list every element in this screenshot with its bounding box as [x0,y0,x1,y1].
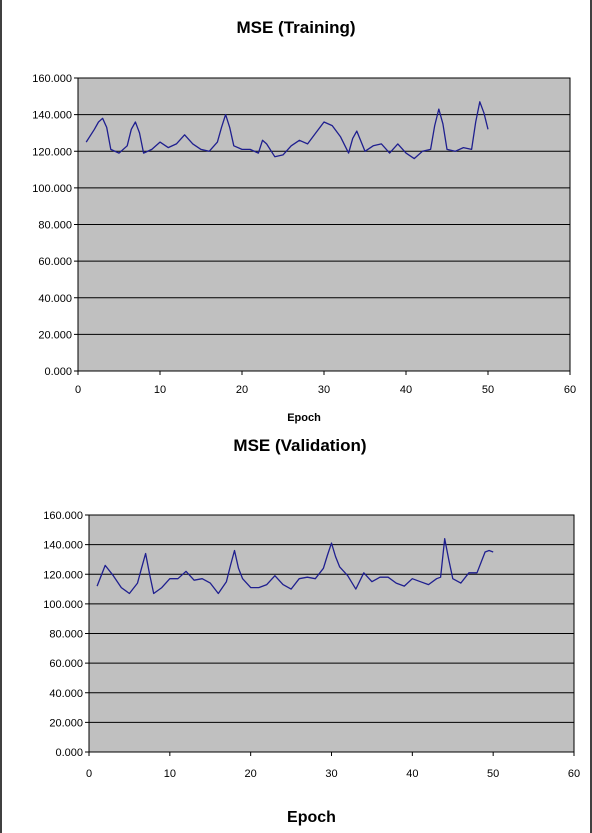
y-tick-label: 100.000 [32,183,72,195]
y-tick-label: 60.000 [38,256,72,268]
y-tick-label: 20.000 [38,329,72,341]
y-tick-label: 160.000 [43,510,83,522]
y-tick-label: 80.000 [38,220,72,232]
y-tick-label: 40.000 [49,688,83,700]
x-tick-label: 60 [568,768,580,780]
y-tick-label: 120.000 [32,146,72,158]
y-tick-label: 120.000 [43,569,83,581]
x-tick-label: 10 [164,768,176,780]
x-axis-label: Epoch [287,412,321,424]
y-tick-label: 100.000 [43,599,83,611]
series-line [85,101,489,160]
chart-training: 0.000 20.000 40.000 60.000 80.000 100.000 120.… [32,18,576,424]
x-tick-label: 40 [400,384,412,396]
y-tick-label: 0.000 [44,366,72,378]
x-tick-label: 20 [245,768,257,780]
chart-title: MSE (Validation) [233,436,366,455]
x-tick-label: 50 [487,768,499,780]
x-tick-label: 30 [325,768,337,780]
y-tick-label: 80.000 [49,629,83,641]
x-tick-label: 30 [318,384,330,396]
x-tick-label: 0 [86,768,92,780]
y-tick-label: 160.000 [32,73,72,85]
x-tick-label: 10 [154,384,166,396]
chart-title: MSE (Training) [237,18,356,37]
x-tick-label: 40 [406,768,418,780]
y-tick-label: 60.000 [49,658,83,670]
series-line [96,538,494,595]
x-tick-label: 20 [236,384,248,396]
chart-validation: 0.000 20.000 40.000 60.000 80.000 100.000 120.… [43,436,580,826]
y-tick-label: 20.000 [49,717,83,729]
x-tick-label: 50 [482,384,494,396]
x-tick-label: 60 [564,384,576,396]
x-tick-label: 0 [75,384,81,396]
y-tick-label: 140.000 [43,540,83,552]
y-tick-label: 0.000 [55,747,83,759]
y-tick-label: 40.000 [38,293,72,305]
x-axis-label: Epoch [287,809,336,826]
y-tick-label: 140.000 [32,110,72,122]
